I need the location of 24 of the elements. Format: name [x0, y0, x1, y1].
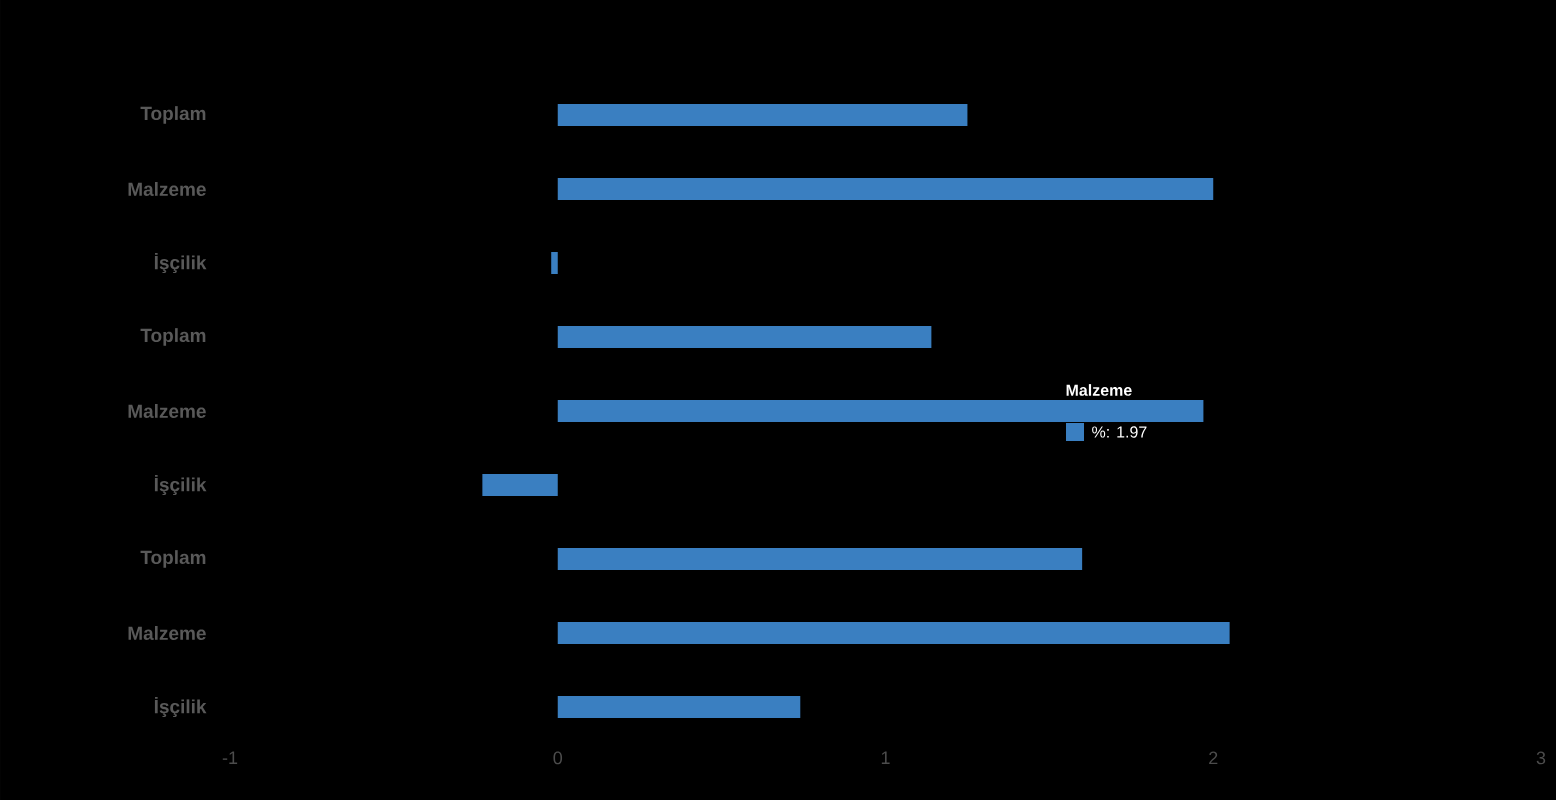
y-tick-label: Malzeme [128, 404, 206, 418]
annotation: Malzeme [1066, 384, 1132, 396]
y-tick-label: Toplam [140, 550, 206, 568]
x-tick-label: 3 [1536, 751, 1546, 765]
bar [551, 252, 558, 274]
bar [557, 695, 801, 718]
bar [557, 104, 968, 126]
bar [557, 326, 932, 348]
bar [557, 178, 1214, 201]
x-tick-label: -1 [222, 751, 238, 764]
x-tick-label: 2 [1209, 751, 1218, 765]
y-tick-label: İşçilik [154, 474, 207, 496]
x-tick-label: 0 [553, 751, 563, 765]
bar [557, 548, 1083, 570]
bar [482, 474, 558, 496]
y-tick-label: İşçilik [154, 252, 207, 274]
annotation: %: 1.97 [1092, 426, 1147, 438]
y-tick-label: İşçilik [154, 696, 207, 718]
x-tick-label: 1 [881, 751, 890, 764]
y-tick-label: Malzeme [128, 182, 206, 196]
y-tick-label: Toplam [140, 106, 206, 124]
bar [557, 622, 1230, 644]
y-tick-label: Malzeme [128, 626, 206, 640]
y-tick-label: Toplam [140, 328, 206, 346]
